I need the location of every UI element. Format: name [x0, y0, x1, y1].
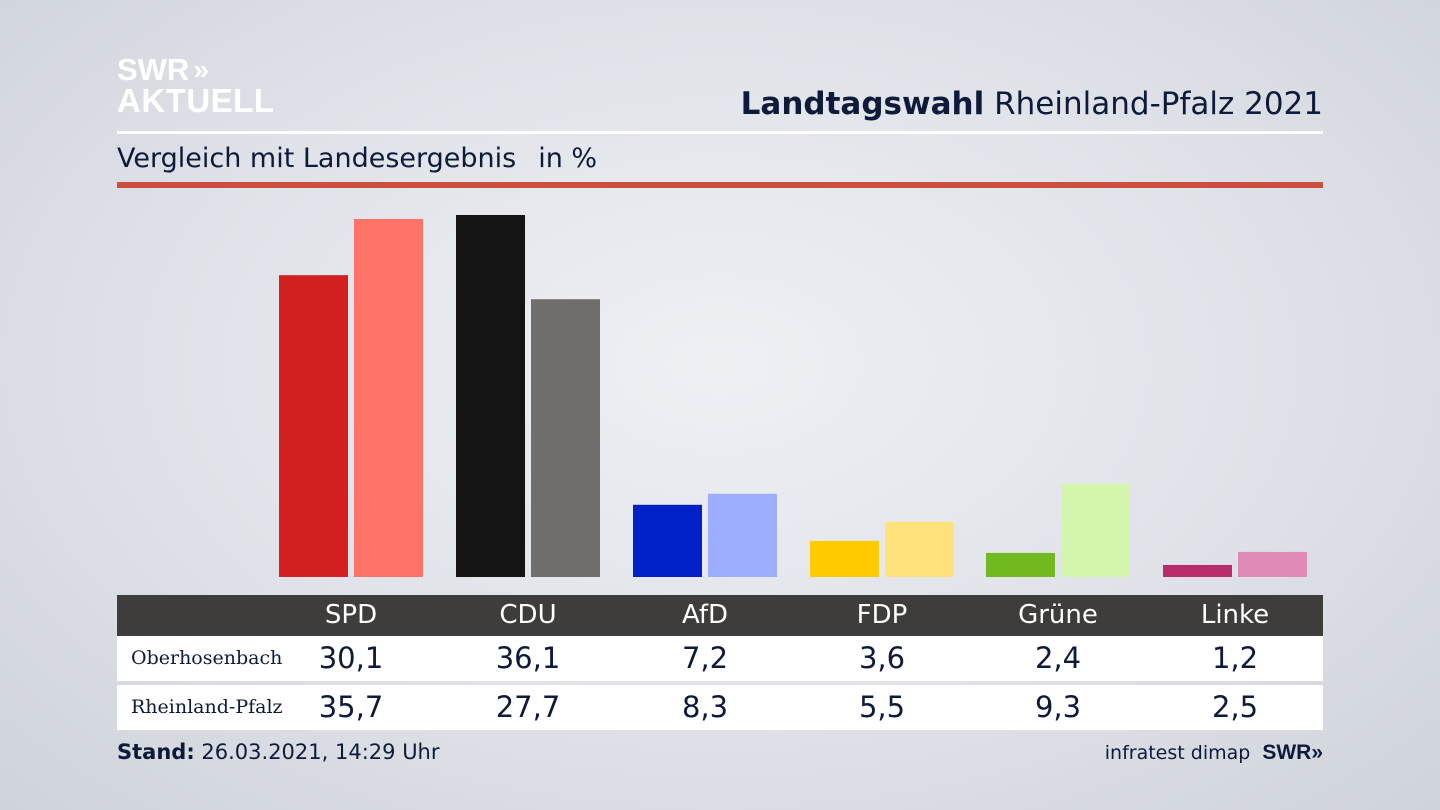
source-text: infratest dimap: [1104, 742, 1251, 764]
table-cell: 27,7: [495, 690, 561, 724]
title-rest: Rheinland-Pfalz 2021: [994, 86, 1323, 122]
table-cell: 36,1: [495, 641, 561, 675]
table-cell: 2,4: [1034, 641, 1082, 675]
table-cell: 1,2: [1211, 641, 1259, 675]
swr-logo: SWR»: [1262, 741, 1323, 765]
accent-divider: [117, 182, 1323, 188]
bar-linke-series-1: [1238, 551, 1307, 577]
subtitle-unit: in %: [538, 143, 598, 174]
bar-fdp-series-1: [885, 521, 954, 577]
bar-cdu-series-1: [531, 299, 600, 577]
column-header: CDU: [499, 600, 557, 630]
table-cell: 8,3: [681, 690, 729, 724]
source-credit: infratest dimap SWR»: [1105, 741, 1323, 765]
swr-logo-text: SWR: [1262, 741, 1312, 764]
row-label: Rheinland-Pfalz: [131, 696, 283, 718]
bar-spd-series-1: [354, 219, 423, 577]
column-header: FDP: [856, 600, 908, 630]
column-header: SPD: [324, 600, 378, 630]
timestamp: Stand: 26.03.2021, 14:29 Uhr: [117, 740, 440, 764]
bar-grne-series-0: [986, 552, 1055, 577]
row-label: Oberhosenbach: [131, 647, 283, 669]
column-header: AfD: [681, 600, 729, 630]
bar-grne-series-1: [1061, 483, 1130, 577]
table-cell: 2,5: [1211, 690, 1259, 724]
table-cell: 3,6: [858, 641, 906, 675]
table-cell: 7,2: [681, 641, 729, 675]
chevron-icon: »: [1311, 741, 1323, 764]
page-title: Landtagswahl Rheinland-Pfalz 2021: [741, 86, 1323, 122]
subtitle-text: Vergleich mit Landesergebnis: [117, 143, 517, 174]
results-table: SPD CDU AfD FDP Grüne Linke Oberhosenbach 30,…: [117, 595, 1323, 730]
chart-subtitle: Vergleich mit Landesergebnis in %: [117, 143, 597, 174]
bar-linke-series-0: [1163, 564, 1232, 577]
swr-aktuell-logo: SWR» AKTUELL: [117, 52, 275, 119]
column-header: Grüne: [1018, 600, 1098, 630]
bar-fdp-series-0: [810, 540, 879, 577]
table-cell: 9,3: [1034, 690, 1082, 724]
table-cell: 5,5: [858, 690, 906, 724]
bar-chart: [279, 215, 1307, 577]
table-row: Rheinland-Pfalz 35,7 27,7 8,3 5,5 9,3 2,5: [117, 685, 1323, 730]
table-row: Oberhosenbach 30,1 36,1 7,2 3,6 2,4 1,2: [117, 636, 1323, 681]
bar-afd-series-0: [633, 504, 702, 577]
stand-label: Stand:: [117, 740, 195, 764]
table-cell: 35,7: [318, 690, 384, 724]
bar-spd-series-0: [279, 275, 348, 577]
bar-afd-series-1: [708, 493, 777, 577]
logo-line2: AKTUELL: [117, 82, 275, 119]
table-cell: 30,1: [318, 641, 384, 675]
logo-line1: SWR: [117, 52, 190, 87]
bar-cdu-series-0: [456, 215, 525, 577]
stand-value: 26.03.2021, 14:29 Uhr: [201, 740, 440, 764]
column-header: Linke: [1200, 600, 1270, 630]
title-bold: Landtagswahl: [740, 86, 985, 122]
header-divider: [117, 131, 1323, 134]
table-header-row: SPD CDU AfD FDP Grüne Linke: [117, 595, 1323, 636]
